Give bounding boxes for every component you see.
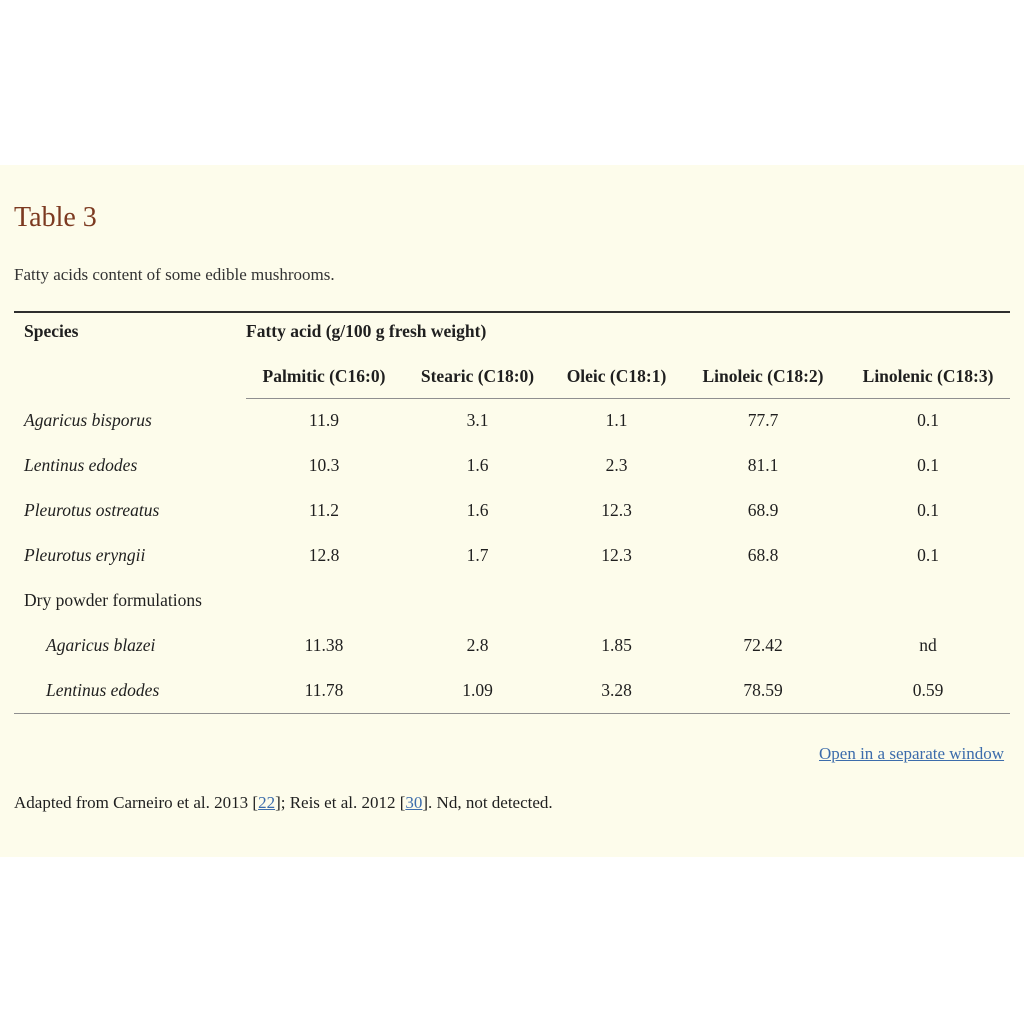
value-cell: 68.8 xyxy=(747,545,779,565)
value-cell: 1.6 xyxy=(466,455,489,475)
species-cell: Lentinus edodes xyxy=(24,455,138,475)
column-header-stearic: Stearic (C18:0) xyxy=(402,355,553,399)
column-header-oleic: Oleic (C18:1) xyxy=(553,355,680,399)
value-cell xyxy=(846,578,1010,623)
group-label-cell: Dry powder formulations xyxy=(24,590,202,610)
table-footnote: Adapted from Carneiro et al. 2013 [22]; … xyxy=(14,791,1010,815)
open-in-separate-window-link[interactable]: Open in a separate window xyxy=(819,744,1005,763)
value-cell: 3.1 xyxy=(466,410,489,431)
value-cell: 12.3 xyxy=(601,500,632,520)
value-cell: 10.3 xyxy=(308,455,340,475)
table-row: Lentinus edodes 10.3 1.6 2.3 81.1 0.1 xyxy=(14,443,1010,488)
value-cell: 1.09 xyxy=(462,679,493,700)
reference-link-22[interactable]: 22 xyxy=(258,792,276,812)
value-cell: 3.28 xyxy=(601,679,632,700)
column-header-linoleic: Linoleic (C18:2) xyxy=(680,355,846,399)
column-header-palmitic: Palmitic (C16:0) xyxy=(246,355,402,399)
value-cell xyxy=(553,578,680,623)
table-row: Pleurotus eryngii 12.8 1.7 12.3 68.8 0.1 xyxy=(14,533,1010,578)
column-group-header: Fatty acid (g/100 g fresh weight) xyxy=(246,321,487,341)
value-cell xyxy=(680,578,846,623)
value-cell: 12.3 xyxy=(601,545,632,565)
reference-link-30[interactable]: 30 xyxy=(405,792,423,812)
value-cell: 0.1 xyxy=(917,410,939,431)
value-cell xyxy=(246,578,402,623)
value-cell: 0.1 xyxy=(917,500,939,520)
footnote-text: Adapted from Carneiro et al. 2013 [ xyxy=(14,792,259,812)
value-cell: 0.59 xyxy=(912,679,944,700)
column-header-species: Species xyxy=(24,321,79,341)
species-cell: Pleurotus eryngii xyxy=(24,545,146,565)
table-object-panel: Table 3 Fatty acids content of some edib… xyxy=(0,165,1024,857)
value-cell: 1.85 xyxy=(601,635,632,655)
value-cell xyxy=(402,578,553,623)
value-cell: 1.1 xyxy=(605,410,628,431)
value-cell: 68.9 xyxy=(747,500,779,520)
value-cell: 0.1 xyxy=(917,545,939,565)
species-cell: Agaricus bisporus xyxy=(24,410,152,430)
value-cell: 81.1 xyxy=(747,455,779,475)
fatty-acids-table: Species Fatty acid (g/100 g fresh weight… xyxy=(14,311,1011,714)
value-cell: 11.9 xyxy=(309,410,339,431)
value-cell: 2.3 xyxy=(605,455,628,475)
column-header-linolenic: Linolenic (C18:3) xyxy=(846,355,1011,399)
table-group-row: Dry powder formulations xyxy=(14,578,1010,623)
species-cell: Pleurotus ostreatus xyxy=(24,500,160,520)
value-cell: 1.7 xyxy=(466,545,489,565)
footnote-text: ]. Nd, not detected. xyxy=(422,792,553,812)
table-row: Pleurotus ostreatus 11.2 1.6 12.3 68.9 0… xyxy=(14,488,1010,533)
value-cell: 11.78 xyxy=(304,679,344,700)
species-cell: Lentinus edodes xyxy=(46,679,160,700)
table-row: Lentinus edodes 11.78 1.09 3.28 78.59 0.… xyxy=(14,668,1010,713)
value-cell: nd xyxy=(919,635,937,655)
footnote-text: ]; Reis et al. 2012 [ xyxy=(275,792,406,812)
value-cell: 78.59 xyxy=(743,679,783,700)
value-cell: 2.8 xyxy=(466,635,489,655)
value-cell: 72.42 xyxy=(743,635,783,655)
value-cell: 12.8 xyxy=(308,545,340,565)
value-cell: 11.38 xyxy=(304,635,344,655)
table-row: Agaricus bisporus 11.9 3.1 1.1 77.7 0.1 xyxy=(14,398,1010,443)
value-cell: 77.7 xyxy=(747,410,779,431)
table-title: Table 3 xyxy=(14,202,97,233)
value-cell: 1.6 xyxy=(466,500,489,520)
value-cell: 0.1 xyxy=(917,455,939,475)
table-caption: Fatty acids content of some edible mushr… xyxy=(14,265,335,284)
table-row: Agaricus blazei 11.38 2.8 1.85 72.42 nd xyxy=(14,623,1010,668)
species-cell: Agaricus blazei xyxy=(46,635,156,655)
value-cell: 11.2 xyxy=(309,500,339,520)
